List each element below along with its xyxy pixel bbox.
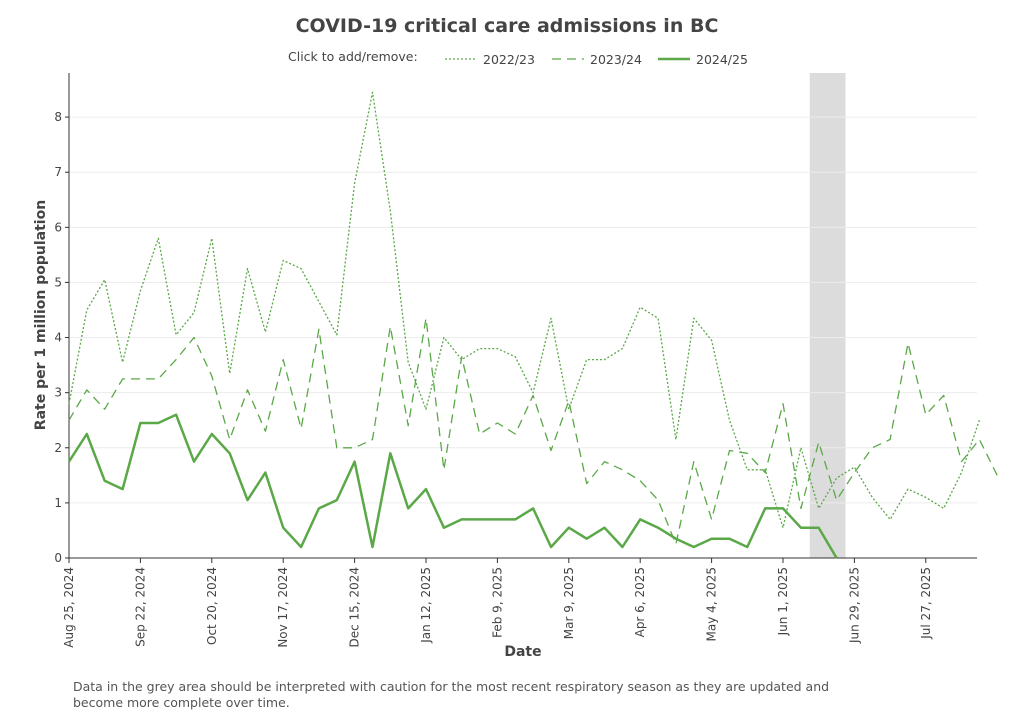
x-tick-label: Feb 9, 2025	[490, 567, 504, 638]
x-axis-title: Date	[504, 644, 541, 660]
y-axis-title: Rate per 1 million population	[33, 200, 49, 430]
legend: 2022/23 2023/24 2024/25	[445, 52, 748, 67]
x-tick-label: Sep 22, 2024	[133, 567, 147, 647]
legend-prompt: Click to add/remove:	[288, 49, 418, 64]
series-line-2023-24	[68, 317, 998, 545]
x-tick-label: Mar 9, 2025	[562, 567, 576, 639]
plot-area: 0 1 2 3 4 5 6 7 8 Aug 25, 2024 Sep 22, 2024 Oct 20,…	[54, 73, 998, 648]
y-tick-label: 5	[54, 275, 62, 289]
x-tick-label: Jul 27, 2025	[919, 567, 933, 640]
legend-item-2022-23[interactable]: 2022/23	[445, 52, 535, 67]
y-tick-label: 4	[54, 331, 62, 345]
x-tick-label: Jun 1, 2025	[776, 567, 790, 636]
legend-label-2024-25: 2024/25	[696, 52, 748, 67]
x-tick-label: Oct 20, 2024	[205, 567, 219, 645]
legend-item-2023-24[interactable]: 2023/24	[552, 52, 642, 67]
x-tick-label: Jan 12, 2025	[419, 567, 433, 644]
legend-label-2023-24: 2023/24	[590, 52, 642, 67]
caution-region	[809, 73, 846, 558]
x-tick-label: Apr 6, 2025	[633, 567, 647, 637]
chart-title: COVID-19 critical care admissions in BC	[296, 15, 719, 37]
legend-item-2024-25[interactable]: 2024/25	[658, 52, 748, 67]
y-tick-label: 3	[54, 386, 62, 400]
x-tick-label: Dec 15, 2024	[348, 567, 362, 647]
x-tick-label: Nov 17, 2024	[276, 567, 290, 648]
x-tick-label: May 4, 2025	[705, 567, 719, 641]
legend-label-2022-23: 2022/23	[483, 52, 535, 67]
x-tick-label: Jun 29, 2025	[847, 567, 861, 644]
y-tick-label: 8	[54, 110, 62, 124]
y-tick-label: 7	[54, 165, 62, 179]
y-tick-label: 6	[54, 220, 62, 234]
footnote: Data in the grey area should be interpre…	[73, 679, 830, 710]
y-tick-label: 1	[54, 496, 62, 510]
x-tick-label: Aug 25, 2024	[62, 567, 76, 648]
y-tick-label: 0	[54, 551, 62, 565]
series-line-2024-25	[67, 413, 838, 559]
y-tick-label: 2	[54, 441, 62, 455]
series-line-2022-23	[68, 91, 981, 529]
